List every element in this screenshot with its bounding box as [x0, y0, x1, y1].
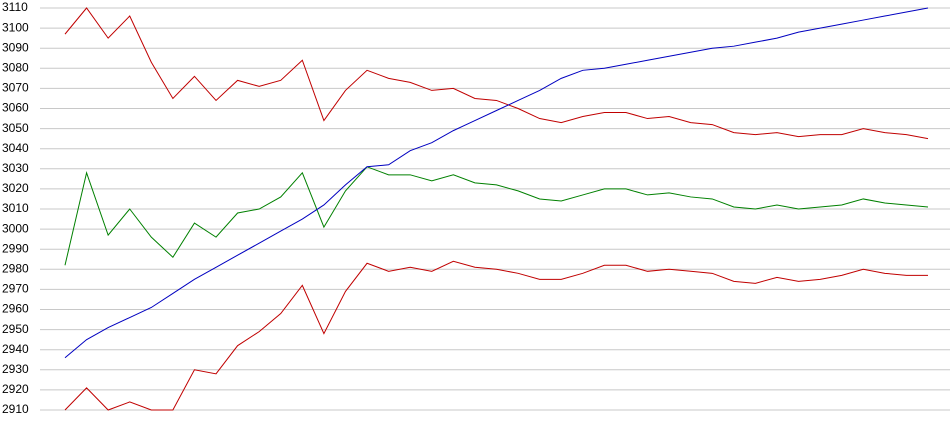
y-tick-label: 2980 [2, 261, 29, 275]
y-tick-label: 3010 [2, 201, 29, 215]
y-tick-label: 3110 [2, 0, 28, 14]
y-tick-label: 3100 [2, 20, 29, 34]
y-tick-label: 3000 [2, 221, 29, 235]
y-tick-label: 2930 [2, 362, 29, 376]
line-series [64, 7, 929, 359]
y-tick-label: 3030 [2, 161, 29, 175]
y-tick-label: 2950 [2, 322, 29, 336]
y-tick-label: 2920 [2, 382, 29, 396]
y-tick-label: 3020 [2, 181, 29, 195]
line-series [64, 7, 929, 140]
y-tick-label: 3070 [2, 81, 29, 95]
y-tick-label: 3040 [2, 141, 29, 155]
y-tick-label: 3080 [2, 60, 29, 74]
y-tick-label: 3050 [2, 121, 29, 135]
line-series [64, 260, 928, 411]
y-tick-label: 2960 [2, 302, 29, 316]
y-tick-label: 2990 [2, 241, 29, 255]
y-tick-label: 2940 [2, 342, 29, 356]
y-tick-label: 2970 [2, 282, 29, 296]
line-series [64, 166, 929, 266]
y-tick-label: 2910 [2, 402, 29, 416]
y-tick-label: 3060 [2, 101, 29, 115]
y-tick-label: 3090 [2, 40, 29, 54]
